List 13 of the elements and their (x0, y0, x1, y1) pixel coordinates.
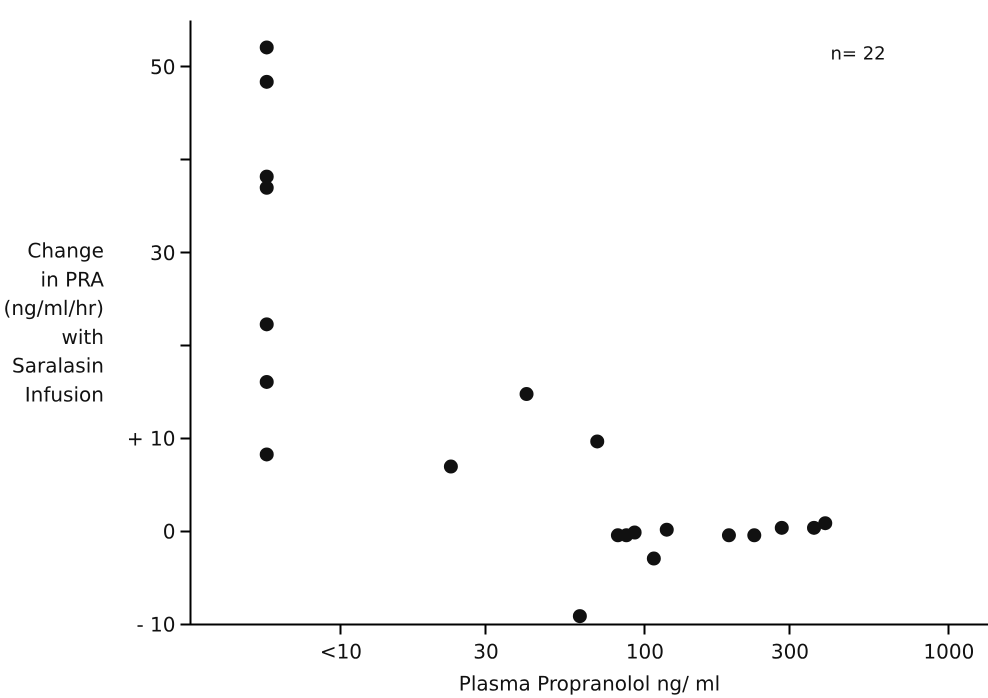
x-tick-label: 30 (473, 640, 499, 664)
y-tick-label: - 10 (136, 612, 176, 636)
y-tick-label: 0 (162, 520, 176, 544)
x-tick-label: <10 (320, 640, 362, 664)
x-tick-label: 100 (626, 640, 664, 664)
annotation: n= 22 (830, 44, 886, 64)
x-tick-label: 1000 (923, 640, 974, 664)
x-axis-title: Plasma Propranolol ng/ ml (458, 672, 720, 696)
y-axis-title: Change in PRA (ng/ml/hr) with Saralasin Infusion (4, 238, 104, 406)
y-tick-label: + 10 (126, 426, 176, 451)
y-tick-label: 30 (150, 240, 176, 265)
x-tick-label: 300 (770, 640, 810, 664)
y-tick-label: 50 (150, 54, 176, 79)
